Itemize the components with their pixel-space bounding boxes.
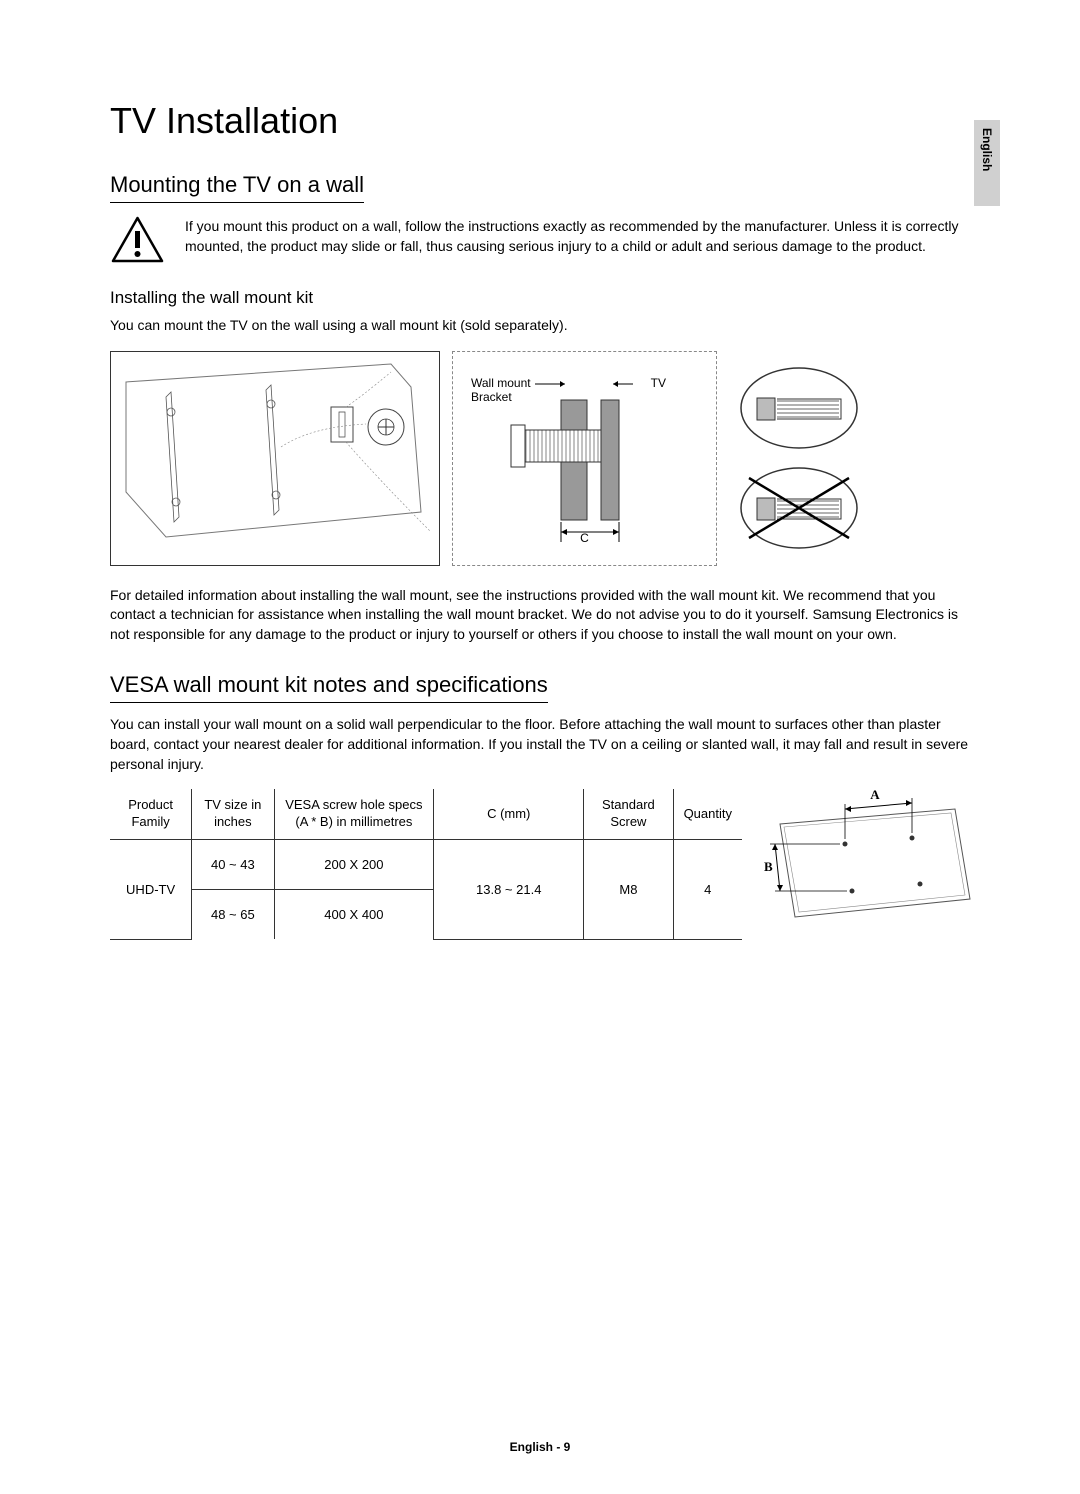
section-heading-vesa: VESA wall mount kit notes and specificat… bbox=[110, 672, 548, 703]
td-vesa-2: 400 X 400 bbox=[274, 889, 434, 939]
vesa-spec-table: Product Family TV size in inches VESA sc… bbox=[110, 789, 742, 940]
spec-container: Product Family TV size in inches VESA sc… bbox=[110, 789, 980, 940]
td-screw: M8 bbox=[584, 839, 673, 939]
section-heading-mounting: Mounting the TV on a wall bbox=[110, 172, 364, 203]
td-size-2: 48 ~ 65 bbox=[192, 889, 274, 939]
installation-diagram: Wall mount Bracket TV C bbox=[110, 351, 980, 566]
svg-text:B: B bbox=[764, 859, 773, 874]
label-c: C bbox=[580, 531, 589, 545]
th-screw: Standard Screw bbox=[584, 789, 673, 839]
svg-text:A: A bbox=[870, 789, 880, 802]
th-vesa-spec: VESA screw hole specs (A * B) in millime… bbox=[274, 789, 434, 839]
diagram-screws bbox=[729, 351, 869, 566]
language-tab: English bbox=[974, 120, 1000, 206]
warning-icon bbox=[110, 215, 165, 270]
td-qty: 4 bbox=[673, 839, 742, 939]
td-vesa-1: 200 X 200 bbox=[274, 839, 434, 889]
th-product-family: Product Family bbox=[110, 789, 192, 839]
th-quantity: Quantity bbox=[673, 789, 742, 839]
th-c-mm: C (mm) bbox=[434, 789, 584, 839]
followup-text: For detailed information about installin… bbox=[110, 586, 980, 645]
diagram-bracket-side: Wall mount Bracket TV C bbox=[452, 351, 717, 566]
page-footer: English - 9 bbox=[510, 1440, 571, 1454]
warning-box: If you mount this product on a wall, fol… bbox=[110, 215, 980, 270]
td-c: 13.8 ~ 21.4 bbox=[434, 839, 584, 939]
subheading-installing: Installing the wall mount kit bbox=[110, 288, 980, 308]
diagram-tv-back bbox=[110, 351, 440, 566]
intro-text: You can mount the TV on the wall using a… bbox=[110, 316, 980, 336]
vesa-intro: You can install your wall mount on a sol… bbox=[110, 715, 980, 774]
label-wall-mount: Wall mount Bracket bbox=[471, 376, 531, 405]
th-tv-size: TV size in inches bbox=[192, 789, 274, 839]
td-size-1: 40 ~ 43 bbox=[192, 839, 274, 889]
page-title: TV Installation bbox=[110, 100, 980, 142]
label-tv: TV bbox=[651, 376, 666, 390]
td-family: UHD-TV bbox=[110, 839, 192, 939]
warning-text: If you mount this product on a wall, fol… bbox=[185, 215, 980, 256]
ab-dimension-diagram: A B bbox=[760, 789, 980, 919]
